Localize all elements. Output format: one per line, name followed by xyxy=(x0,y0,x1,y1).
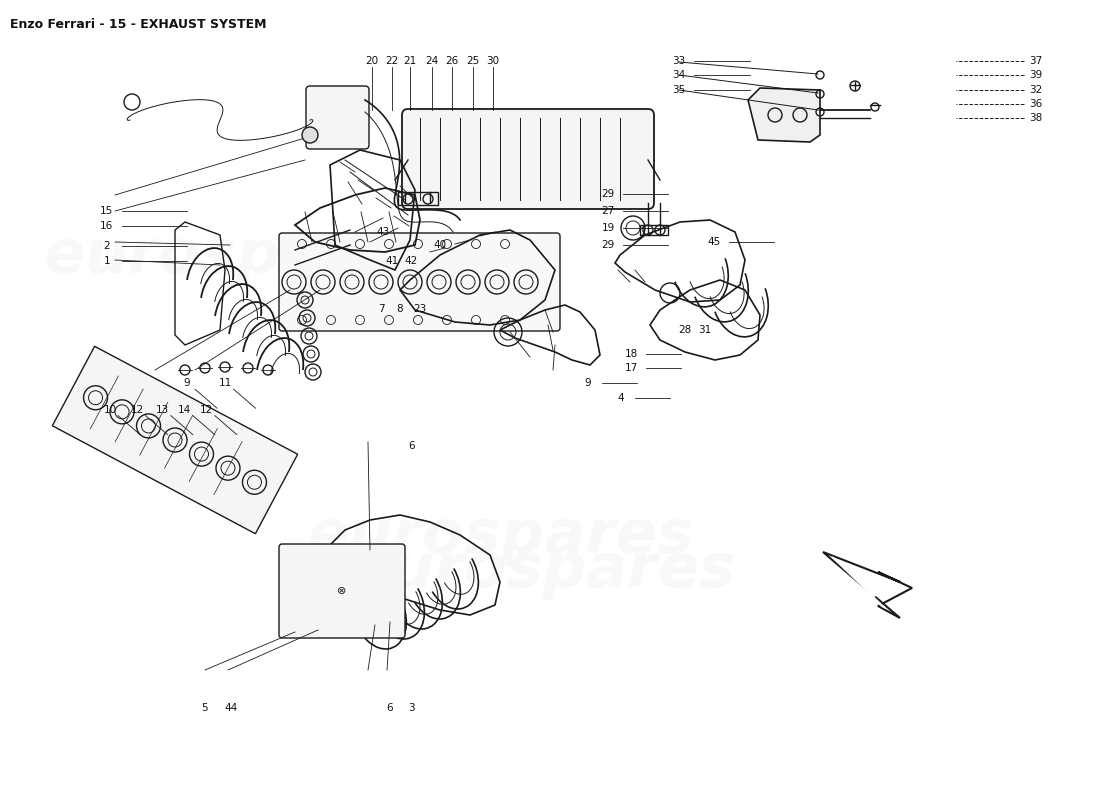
Text: 34: 34 xyxy=(672,70,685,80)
Text: 13: 13 xyxy=(156,405,169,414)
Text: 30: 30 xyxy=(486,56,499,66)
Text: 17: 17 xyxy=(625,363,638,373)
Text: ⊗: ⊗ xyxy=(338,586,346,596)
Text: 29: 29 xyxy=(602,240,615,250)
Text: 12: 12 xyxy=(200,405,213,414)
Text: 4: 4 xyxy=(617,393,624,402)
Text: 9: 9 xyxy=(584,378,591,388)
Polygon shape xyxy=(748,88,820,142)
Text: 28: 28 xyxy=(679,326,692,335)
Text: 44: 44 xyxy=(224,703,238,713)
Text: 12: 12 xyxy=(131,405,144,414)
Text: 21: 21 xyxy=(404,56,417,66)
Text: 24: 24 xyxy=(426,56,439,66)
Text: 9: 9 xyxy=(184,378,190,388)
Text: 35: 35 xyxy=(672,85,685,94)
Text: 3: 3 xyxy=(408,703,415,713)
Text: 26: 26 xyxy=(446,56,459,66)
Text: 22: 22 xyxy=(385,56,398,66)
Text: 42: 42 xyxy=(405,256,418,266)
Text: 29: 29 xyxy=(602,189,615,198)
Text: 6: 6 xyxy=(386,703,393,713)
Text: 2: 2 xyxy=(103,242,110,251)
Text: 38: 38 xyxy=(1030,114,1043,123)
Text: 41: 41 xyxy=(385,256,398,266)
Text: 25: 25 xyxy=(466,56,480,66)
FancyBboxPatch shape xyxy=(279,233,560,331)
FancyBboxPatch shape xyxy=(306,86,368,149)
Text: 27: 27 xyxy=(602,206,615,216)
Text: eurospares: eurospares xyxy=(44,226,430,286)
Text: 19: 19 xyxy=(602,223,615,233)
Text: 31: 31 xyxy=(698,326,712,335)
Text: 45: 45 xyxy=(707,238,721,247)
Text: 5: 5 xyxy=(201,703,208,713)
Text: 33: 33 xyxy=(672,56,685,66)
Text: 10: 10 xyxy=(103,405,117,414)
Text: 16: 16 xyxy=(100,221,113,230)
Text: 37: 37 xyxy=(1030,56,1043,66)
Text: 6: 6 xyxy=(408,441,415,450)
Text: 32: 32 xyxy=(1030,85,1043,94)
Text: 18: 18 xyxy=(625,349,638,358)
Text: 39: 39 xyxy=(1030,70,1043,80)
Text: 43: 43 xyxy=(376,227,389,237)
Text: 40: 40 xyxy=(433,240,447,250)
Text: Enzo Ferrari - 15 - EXHAUST SYSTEM: Enzo Ferrari - 15 - EXHAUST SYSTEM xyxy=(10,18,266,31)
Text: 1: 1 xyxy=(103,256,110,266)
Polygon shape xyxy=(53,346,298,534)
Text: 11: 11 xyxy=(219,378,232,388)
Text: 14: 14 xyxy=(178,405,191,414)
Text: 8: 8 xyxy=(396,304,403,314)
Text: 20: 20 xyxy=(365,56,378,66)
Text: eurospares: eurospares xyxy=(308,506,694,566)
Polygon shape xyxy=(832,557,895,608)
Text: 7: 7 xyxy=(378,304,385,314)
FancyBboxPatch shape xyxy=(402,109,654,209)
Polygon shape xyxy=(823,552,912,618)
FancyBboxPatch shape xyxy=(279,544,405,638)
Circle shape xyxy=(302,127,318,143)
Text: 23: 23 xyxy=(414,304,427,314)
Text: 36: 36 xyxy=(1030,99,1043,109)
Text: 15: 15 xyxy=(100,206,113,216)
Text: eurospares: eurospares xyxy=(350,541,737,599)
